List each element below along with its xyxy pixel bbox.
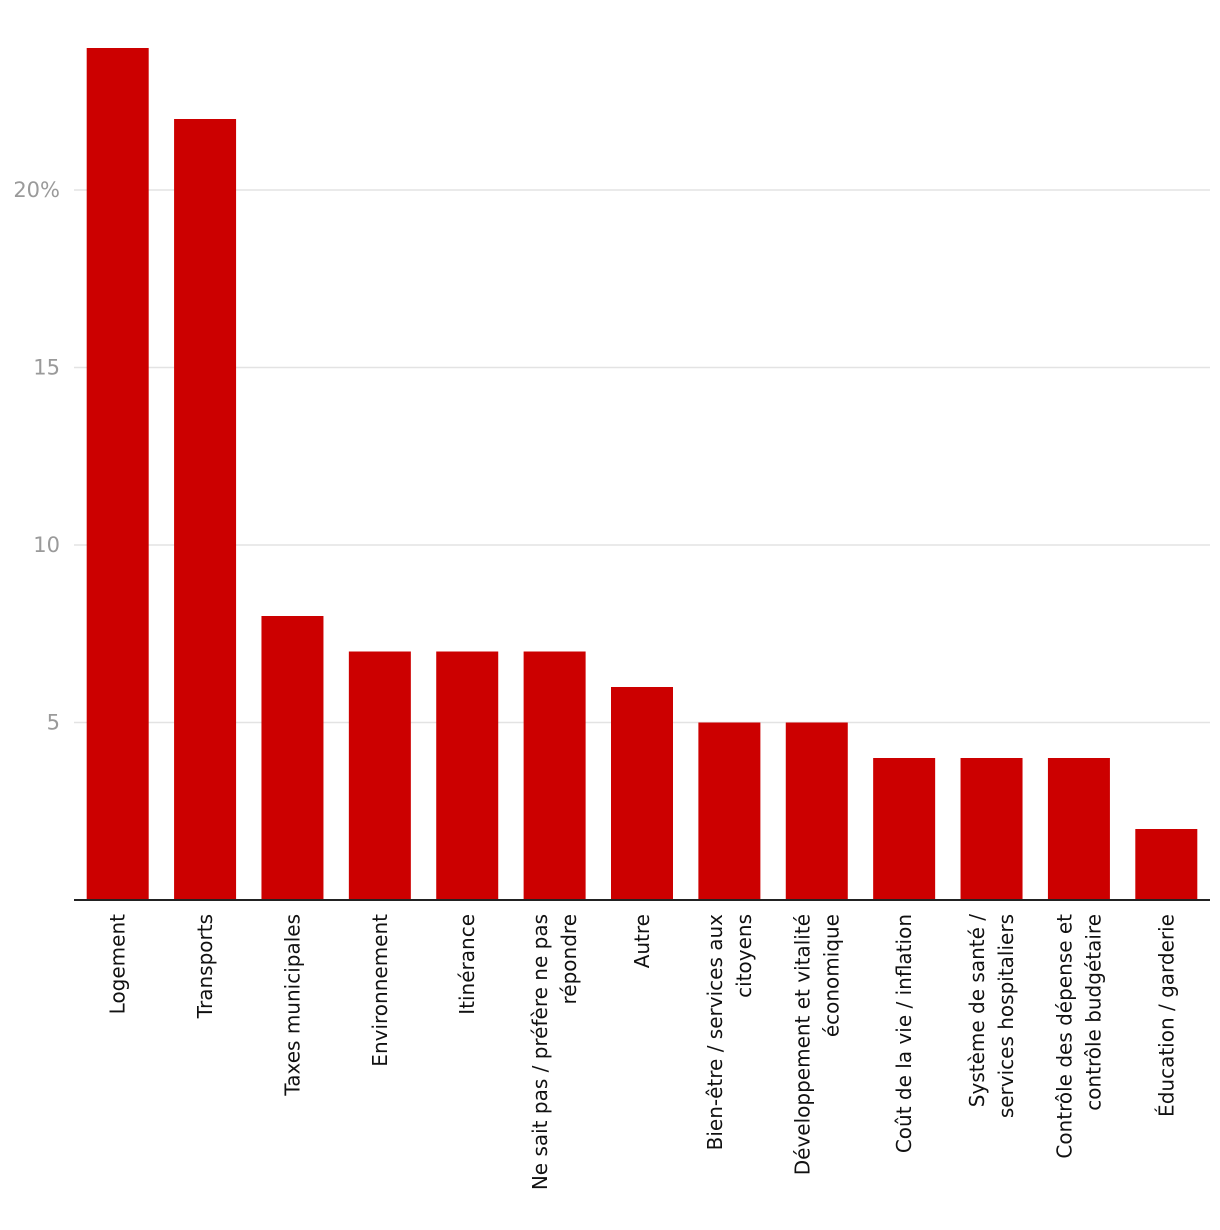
- x-tick-label: Taxes municipales: [280, 914, 304, 1097]
- x-tick-label: Éducation / garderie: [1154, 914, 1178, 1117]
- x-tick-label: Ne sait pas / préfère ne pas répondre: [528, 914, 581, 1190]
- bar: [873, 758, 936, 900]
- x-axis-tick-labels: Logement Transports Taxes municipales Envir…: [106, 914, 1179, 1190]
- x-tick-label: Bien-être / services aux citoyens: [703, 914, 756, 1151]
- x-tick-label: Système de santé / services hospitaliers: [965, 914, 1018, 1118]
- x-tick-label-line: Environnement: [368, 914, 392, 1067]
- y-tick-label: 15: [33, 356, 60, 380]
- bar: [1047, 758, 1110, 900]
- x-tick-label-line: Transports: [193, 914, 217, 1019]
- x-tick-label-line: Taxes municipales: [280, 914, 304, 1097]
- x-tick-label: Développement et vitalité économique: [790, 914, 843, 1175]
- x-tick-label: Logement: [106, 914, 130, 1014]
- bar: [698, 722, 761, 900]
- bar: [174, 119, 237, 900]
- bars: [86, 48, 1198, 900]
- y-tick-label: 20%: [13, 178, 60, 202]
- y-tick-label: 10: [33, 533, 60, 557]
- bar: [436, 651, 499, 900]
- x-tick-label-line: Coût de la vie / inflation: [892, 914, 916, 1153]
- x-tick-label-line: Autre: [630, 914, 654, 968]
- x-tick-label: Itinérance: [455, 914, 479, 1015]
- gridlines: [74, 189, 1210, 724]
- x-tick-label-line: Itinérance: [455, 914, 479, 1015]
- x-tick-label: Autre: [630, 914, 654, 968]
- x-tick-label-line: répondre: [557, 914, 581, 1004]
- bar: [261, 616, 324, 900]
- x-tick-label-line: Système de santé /: [965, 914, 989, 1107]
- x-tick-label: Environnement: [368, 914, 392, 1067]
- x-tick-label-line: Logement: [106, 914, 130, 1014]
- bar: [611, 687, 673, 900]
- bar: [86, 48, 149, 900]
- bar: [1135, 829, 1198, 900]
- bar: [348, 651, 411, 900]
- x-tick-label: Transports: [193, 914, 217, 1019]
- x-tick-label-line: contrôle budgétaire: [1081, 914, 1105, 1111]
- x-tick-label: Coût de la vie / inflation: [892, 914, 916, 1153]
- x-tick-label-line: services hospitaliers: [994, 914, 1018, 1118]
- x-tick-label-line: Contrôle des dépense et: [1052, 914, 1076, 1159]
- bar: [785, 722, 848, 900]
- bar: [523, 651, 586, 900]
- x-tick-label-line: Développement et vitalité: [790, 914, 814, 1175]
- y-tick-label: 5: [47, 711, 60, 735]
- x-tick-label-line: Ne sait pas / préfère ne pas: [528, 914, 552, 1190]
- y-axis-tick-labels: 5 10 15 20%: [13, 178, 60, 735]
- x-tick-label: Contrôle des dépense et contrôle budgétai…: [1052, 914, 1105, 1159]
- x-tick-label-line: Bien-être / services aux: [703, 914, 727, 1151]
- x-tick-label-line: citoyens: [732, 914, 756, 998]
- bar: [960, 758, 1023, 900]
- x-tick-label-line: Éducation / garderie: [1154, 914, 1178, 1117]
- x-tick-label-line: économique: [819, 914, 843, 1037]
